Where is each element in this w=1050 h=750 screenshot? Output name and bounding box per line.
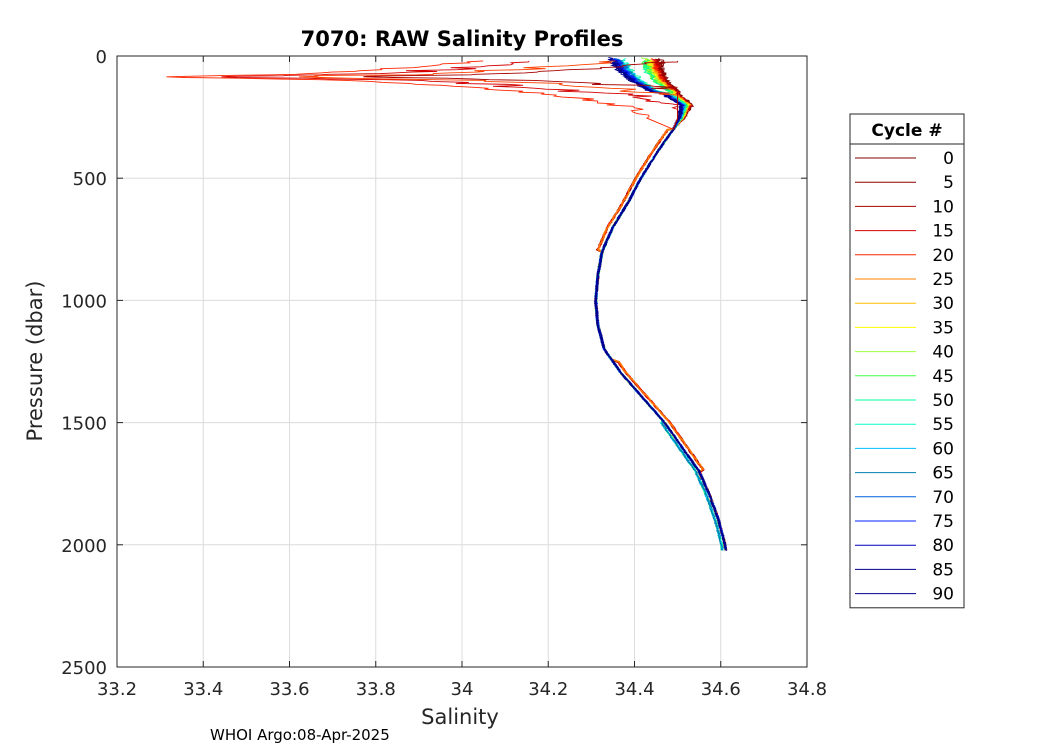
- x-tick-label: 33.2: [97, 679, 137, 700]
- legend-box: [849, 113, 965, 609]
- legend-title: Cycle #: [871, 121, 942, 141]
- y-tick-label: 1000: [61, 291, 107, 312]
- legend-entry-label: 30: [932, 294, 954, 314]
- x-tick-label: 33.4: [183, 679, 223, 700]
- x-tick-label: 34: [451, 679, 474, 700]
- legend-entry-label: 40: [932, 343, 954, 363]
- axis-ticks: 33.2 33.4 33.6 33.8 34 34.2 34.4 34.6 34.8 0 500 10…: [61, 47, 827, 700]
- footer-credit: WHOI Argo:08-Apr-2025: [210, 726, 390, 744]
- legend-entry-label: 85: [932, 560, 954, 580]
- legend-entry-label: 10: [932, 197, 954, 217]
- x-tick-label: 33.6: [269, 679, 309, 700]
- legend-entry-label: 35: [932, 318, 954, 338]
- legend-entry-label: 70: [932, 488, 954, 508]
- legend-entry-label: 75: [932, 512, 954, 532]
- profile-line: [594, 58, 727, 550]
- legend: Cycle #0 5 10 15 20 25 30 35 40 45 50 55 60 65 70 75 80 8…: [849, 113, 965, 609]
- y-tick-label: 2000: [61, 536, 107, 557]
- chart-title: 7070: RAW Salinity Profiles: [301, 27, 624, 51]
- legend-entry-label: 55: [932, 415, 954, 435]
- legend-entry-label: 25: [932, 270, 954, 290]
- legend-entry-label: 50: [932, 391, 954, 411]
- anomalous-profile-line: [166, 60, 674, 130]
- legend-entry-label: 65: [932, 464, 954, 484]
- x-axis-label: Salinity: [421, 705, 499, 729]
- y-tick-label: 500: [73, 169, 107, 190]
- y-tick-label: 2500: [61, 658, 107, 679]
- legend-entry-label: 20: [932, 246, 954, 266]
- legend-entry-label: 80: [932, 536, 954, 556]
- legend-entry-label: 15: [932, 222, 954, 242]
- x-tick-label: 34.8: [787, 679, 827, 700]
- x-tick-label: 34.4: [614, 679, 654, 700]
- y-axis-label: Pressure (dbar): [23, 281, 47, 442]
- y-tick-label: 1500: [61, 414, 107, 435]
- legend-entry-label: 0: [943, 149, 954, 169]
- legend-entry-label: 5: [943, 173, 954, 193]
- anomalous-profile-line: [363, 60, 679, 130]
- x-tick-label: 33.8: [356, 679, 396, 700]
- profile-line: [594, 58, 723, 551]
- legend-entry-label: 45: [932, 367, 954, 387]
- x-tick-label: 34.6: [701, 679, 741, 700]
- y-tick-label: 0: [96, 47, 107, 68]
- legend-entry-label: 90: [932, 585, 954, 605]
- legend-entry-label: 60: [932, 439, 954, 459]
- profile-lines: [166, 57, 728, 551]
- x-tick-label: 34.2: [528, 679, 568, 700]
